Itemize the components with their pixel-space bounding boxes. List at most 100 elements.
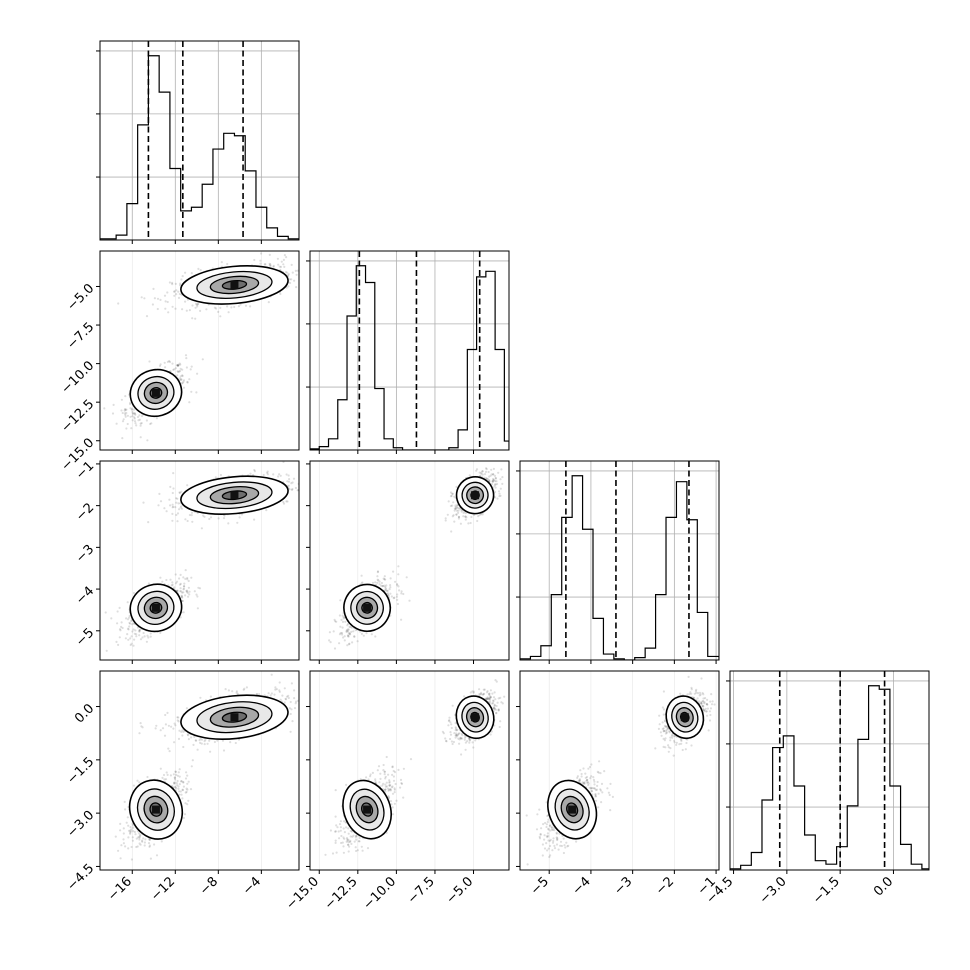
scatter-point bbox=[494, 490, 497, 494]
scatter-point bbox=[496, 497, 499, 500]
scatter-point bbox=[173, 776, 176, 780]
scatter-point bbox=[383, 575, 386, 578]
scatter-point bbox=[444, 517, 447, 520]
scatter-point bbox=[304, 711, 306, 713]
scatter-point bbox=[313, 483, 315, 485]
y-tick-label: −12.5 bbox=[59, 397, 98, 436]
scatter-point bbox=[117, 643, 120, 647]
scatter-point bbox=[400, 590, 403, 593]
scatter-point bbox=[300, 282, 302, 284]
scatter-point bbox=[138, 836, 141, 839]
scatter-point bbox=[179, 377, 182, 380]
scatter-point bbox=[497, 471, 500, 474]
scatter-point bbox=[447, 500, 450, 503]
scatter-point bbox=[475, 468, 479, 471]
scatter-point bbox=[148, 844, 151, 847]
scatter-point bbox=[328, 631, 331, 634]
scatter-point bbox=[353, 635, 356, 638]
scatter-point bbox=[342, 616, 345, 619]
panel-frame bbox=[99, 40, 300, 241]
scatter-point bbox=[132, 591, 135, 595]
scatter-point bbox=[346, 629, 350, 633]
scatter-points bbox=[104, 461, 338, 652]
scatter-point bbox=[138, 838, 141, 841]
scatter-point bbox=[144, 838, 147, 841]
scatter-point bbox=[294, 702, 297, 705]
scatter-point bbox=[191, 304, 194, 307]
scatter-point bbox=[294, 486, 297, 490]
scatter-point bbox=[168, 750, 171, 753]
scatter-point bbox=[135, 635, 138, 638]
scatter-point bbox=[138, 629, 141, 632]
scatter-point bbox=[279, 292, 282, 296]
scatter-point bbox=[134, 833, 137, 836]
scatter-point bbox=[276, 257, 279, 260]
scatter-point bbox=[380, 581, 383, 585]
scatter-point bbox=[160, 840, 163, 843]
scatter-point bbox=[146, 634, 149, 637]
scatter-point bbox=[143, 297, 146, 300]
scatter-point bbox=[455, 506, 458, 509]
scatter-point bbox=[186, 774, 189, 777]
scatter-point bbox=[286, 480, 289, 483]
scatter-point bbox=[192, 743, 195, 747]
scatter-point bbox=[152, 287, 155, 290]
scatter-point bbox=[484, 470, 488, 473]
scatter-point bbox=[344, 620, 347, 623]
scatter-point bbox=[493, 484, 496, 488]
scatter-point bbox=[300, 281, 302, 283]
scatter-point bbox=[175, 773, 178, 777]
scatter-point bbox=[183, 585, 186, 588]
scatter-point bbox=[287, 484, 290, 487]
scatter-point bbox=[335, 620, 338, 623]
scatter-point bbox=[175, 364, 178, 367]
scatter-point bbox=[336, 486, 338, 488]
scatter-point bbox=[190, 390, 193, 393]
scatter-point bbox=[179, 284, 182, 287]
scatter-point bbox=[122, 832, 125, 835]
scatter-point bbox=[184, 271, 187, 274]
scatter-point bbox=[274, 686, 277, 689]
scatter-point bbox=[453, 520, 456, 523]
scatter-point bbox=[489, 474, 492, 477]
scatter-point bbox=[486, 478, 489, 481]
scatter-point bbox=[161, 776, 164, 780]
scatter-point bbox=[180, 278, 183, 281]
scatter-point bbox=[306, 275, 308, 277]
scatter-point bbox=[346, 624, 349, 627]
scatter-point bbox=[389, 586, 392, 589]
scatter-point bbox=[172, 487, 175, 490]
scatter-point bbox=[396, 598, 399, 602]
scatter-point bbox=[492, 473, 495, 476]
scatter-point bbox=[499, 494, 502, 497]
scatter-point bbox=[299, 484, 301, 486]
scatter-point bbox=[179, 590, 182, 593]
scatter-point bbox=[129, 832, 132, 835]
scatter-point bbox=[155, 854, 159, 857]
scatter-point bbox=[481, 470, 484, 473]
scatter-point bbox=[181, 374, 184, 378]
scatter-point bbox=[138, 628, 142, 631]
scatter-point bbox=[118, 606, 121, 610]
scatter-point bbox=[176, 719, 179, 722]
scatter-point bbox=[283, 687, 286, 690]
scatter-point bbox=[492, 473, 495, 476]
scatter-point bbox=[190, 765, 193, 768]
scatter-point bbox=[485, 477, 489, 480]
scatter-point bbox=[149, 635, 152, 638]
scatter-point bbox=[124, 845, 127, 848]
scatter-point bbox=[202, 514, 205, 517]
scatter-point bbox=[146, 439, 149, 442]
scatter-point bbox=[124, 395, 127, 398]
scatter-point bbox=[181, 599, 184, 603]
scatter-point bbox=[173, 290, 176, 293]
scatter-point bbox=[217, 517, 220, 520]
scatter-point bbox=[125, 427, 128, 430]
scatter-point bbox=[287, 694, 290, 698]
scatter-point bbox=[226, 305, 229, 308]
scatter-point bbox=[195, 593, 198, 596]
scatter-point bbox=[385, 589, 388, 592]
scatter-point bbox=[497, 490, 501, 493]
scatter-point bbox=[184, 577, 187, 581]
scatter-point bbox=[235, 691, 238, 694]
